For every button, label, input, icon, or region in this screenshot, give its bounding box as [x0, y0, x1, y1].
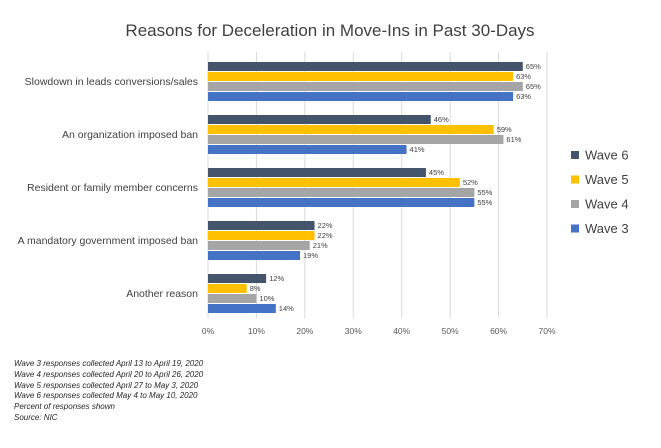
data-label: 22% — [318, 231, 333, 240]
data-label: 59% — [497, 125, 512, 134]
bar-wave-5 — [208, 231, 315, 240]
bar-wave-6 — [208, 115, 431, 124]
data-label: 14% — [279, 304, 294, 313]
bar-wave-6 — [208, 274, 267, 283]
bar-wave-3 — [208, 198, 475, 207]
x-tick-label: 70% — [538, 326, 555, 336]
chart-title: Reasons for Deceleration in Move-Ins in … — [125, 21, 534, 40]
bar-wave-3 — [208, 304, 276, 313]
data-label: 10% — [259, 294, 274, 303]
legend-label: Wave 3 — [585, 221, 629, 236]
x-axis-ticks: 0% 10% 20% 30% 40% 50% 60% 70% — [202, 326, 556, 336]
bar-wave-5 — [208, 178, 460, 187]
data-label: 61% — [506, 135, 521, 144]
data-label: 12% — [269, 274, 284, 283]
data-label: 63% — [516, 72, 531, 81]
footnote-line: Wave 5 responses collected April 27 to M… — [14, 380, 199, 390]
bar-wave-4 — [208, 188, 475, 197]
footnote-line: Wave 4 responses collected April 20 to A… — [14, 369, 204, 379]
data-label: 46% — [434, 115, 449, 124]
legend-swatch — [571, 175, 579, 184]
x-tick-label: 20% — [296, 326, 313, 336]
bar-wave-6 — [208, 62, 523, 71]
legend: Wave 6 Wave 5 Wave 4 Wave 3 — [571, 148, 629, 236]
bar-wave-5 — [208, 125, 494, 134]
footnote-line: Wave 3 responses collected April 13 to A… — [14, 359, 204, 368]
data-label: 65% — [526, 62, 541, 71]
x-tick-label: 0% — [202, 326, 215, 336]
legend-swatch — [571, 200, 579, 208]
data-label: 8% — [250, 284, 261, 293]
category-label: Slowdown in leads conversions/sales — [25, 76, 198, 88]
category-labels: Slowdown in leads conversions/sales An or… — [18, 76, 199, 300]
data-label: 21% — [313, 241, 328, 250]
data-label: 19% — [303, 251, 318, 260]
legend-label: Wave 6 — [585, 148, 629, 163]
bar-wave-4 — [208, 241, 310, 250]
category-label: An organization imposed ban — [62, 129, 198, 141]
data-label: 22% — [318, 221, 333, 230]
legend-swatch — [571, 151, 579, 159]
data-label: 52% — [463, 178, 478, 187]
x-tick-label: 10% — [248, 326, 265, 336]
bar-wave-3 — [208, 145, 407, 154]
footnote-line: Percent of responses shown — [14, 402, 115, 412]
bars — [208, 62, 523, 313]
bar-wave-6 — [208, 221, 315, 230]
footnotes: Wave 3 responses collected April 13 to A… — [14, 359, 414, 424]
bar-wave-5 — [208, 284, 247, 293]
legend-label: Wave 5 — [585, 172, 629, 187]
x-tick-label: 30% — [345, 326, 362, 336]
category-label: A mandatory government imposed ban — [18, 235, 199, 247]
bar-wave-4 — [208, 135, 504, 144]
bar-wave-5 — [208, 72, 514, 81]
category-label: Another reason — [126, 288, 198, 300]
bar-wave-4 — [208, 294, 257, 303]
data-label: 55% — [477, 188, 492, 197]
bar-wave-6 — [208, 168, 426, 177]
footnote-line: Source: NIC — [14, 412, 58, 422]
legend-swatch — [571, 224, 579, 233]
bar-wave-3 — [208, 251, 301, 260]
data-label: 63% — [516, 92, 531, 101]
x-tick-label: 50% — [442, 326, 459, 336]
data-label: 65% — [526, 82, 541, 91]
x-tick-label: 40% — [393, 326, 410, 336]
data-label: 41% — [410, 145, 425, 154]
bar-wave-3 — [208, 92, 514, 101]
legend-label: Wave 4 — [585, 197, 629, 212]
data-label: 45% — [429, 168, 444, 177]
bar-wave-4 — [208, 82, 523, 91]
footnote-line: Wave 6 responses collected May 4 to May … — [14, 391, 198, 401]
x-tick-label: 60% — [490, 326, 507, 336]
category-label: Resident or family member concerns — [27, 182, 198, 194]
data-label: 55% — [477, 198, 492, 207]
data-labels: 65%63%65%63%46%59%61%41%45%52%55%55%22%2… — [250, 62, 541, 313]
